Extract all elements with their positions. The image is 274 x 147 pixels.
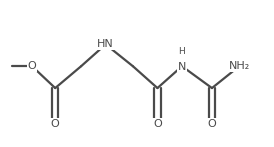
Text: HN: HN <box>97 39 114 49</box>
Text: O: O <box>208 119 216 129</box>
Text: O: O <box>153 119 162 129</box>
Text: N: N <box>178 62 186 72</box>
Text: H: H <box>179 47 185 56</box>
Text: O: O <box>28 61 36 71</box>
Text: O: O <box>51 119 59 129</box>
Text: NH₂: NH₂ <box>229 61 250 71</box>
